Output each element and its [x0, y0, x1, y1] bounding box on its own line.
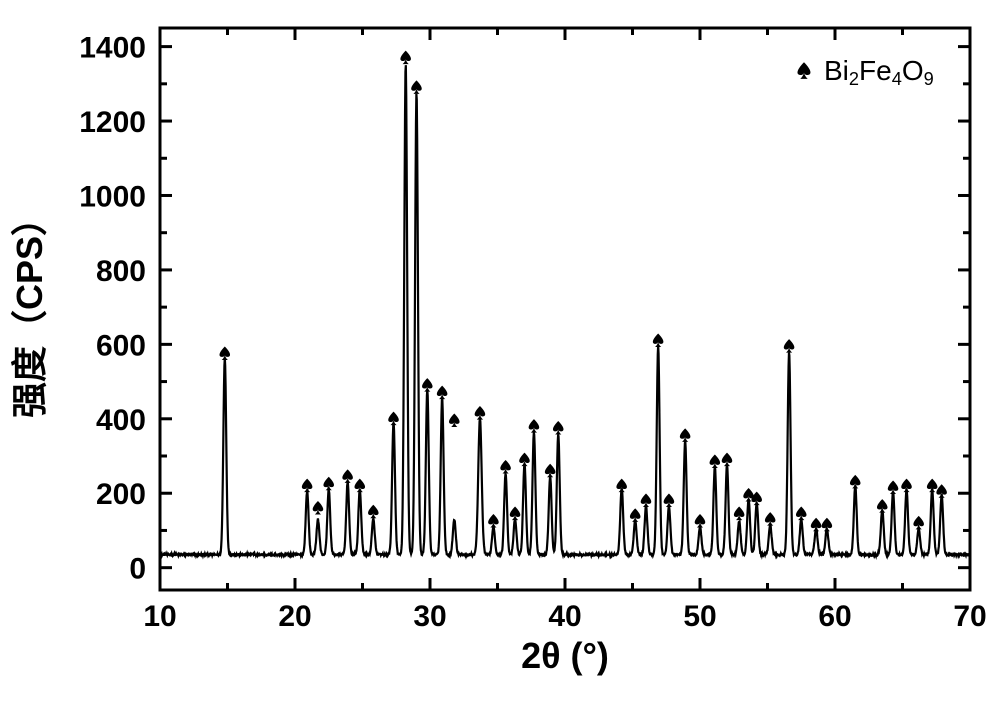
x-tick-label: 30: [413, 600, 446, 633]
y-axis-label: 强度（CPS）: [9, 200, 50, 418]
y-tick-label: 1400: [79, 32, 146, 65]
x-tick-label: 50: [683, 600, 716, 633]
x-tick-label: 40: [548, 600, 581, 633]
y-tick-label: 1200: [79, 106, 146, 139]
y-tick-label: 0: [129, 553, 146, 586]
y-tick-label: 800: [96, 255, 146, 288]
y-tick-label: 600: [96, 329, 146, 362]
xrd-chart: 10 20 30 40 50 60 70 0 200 400 600 800 1000 1200 1400 2…: [0, 0, 1000, 715]
x-tick-label: 20: [278, 600, 311, 633]
y-tick-label: 200: [96, 478, 146, 511]
x-axis-label: 2θ (°): [521, 635, 609, 676]
y-tick-label: 1000: [79, 180, 146, 213]
legend-label: Bi2Fe4O9: [824, 55, 934, 89]
x-tick-label: 60: [818, 600, 851, 633]
x-tick-label: 70: [953, 600, 986, 633]
chart-svg: 10 20 30 40 50 60 70 0 200 400 600 800 1000 1200 1400 2…: [0, 0, 1000, 715]
y-tick-label: 400: [96, 404, 146, 437]
x-tick-label: 10: [143, 600, 176, 633]
